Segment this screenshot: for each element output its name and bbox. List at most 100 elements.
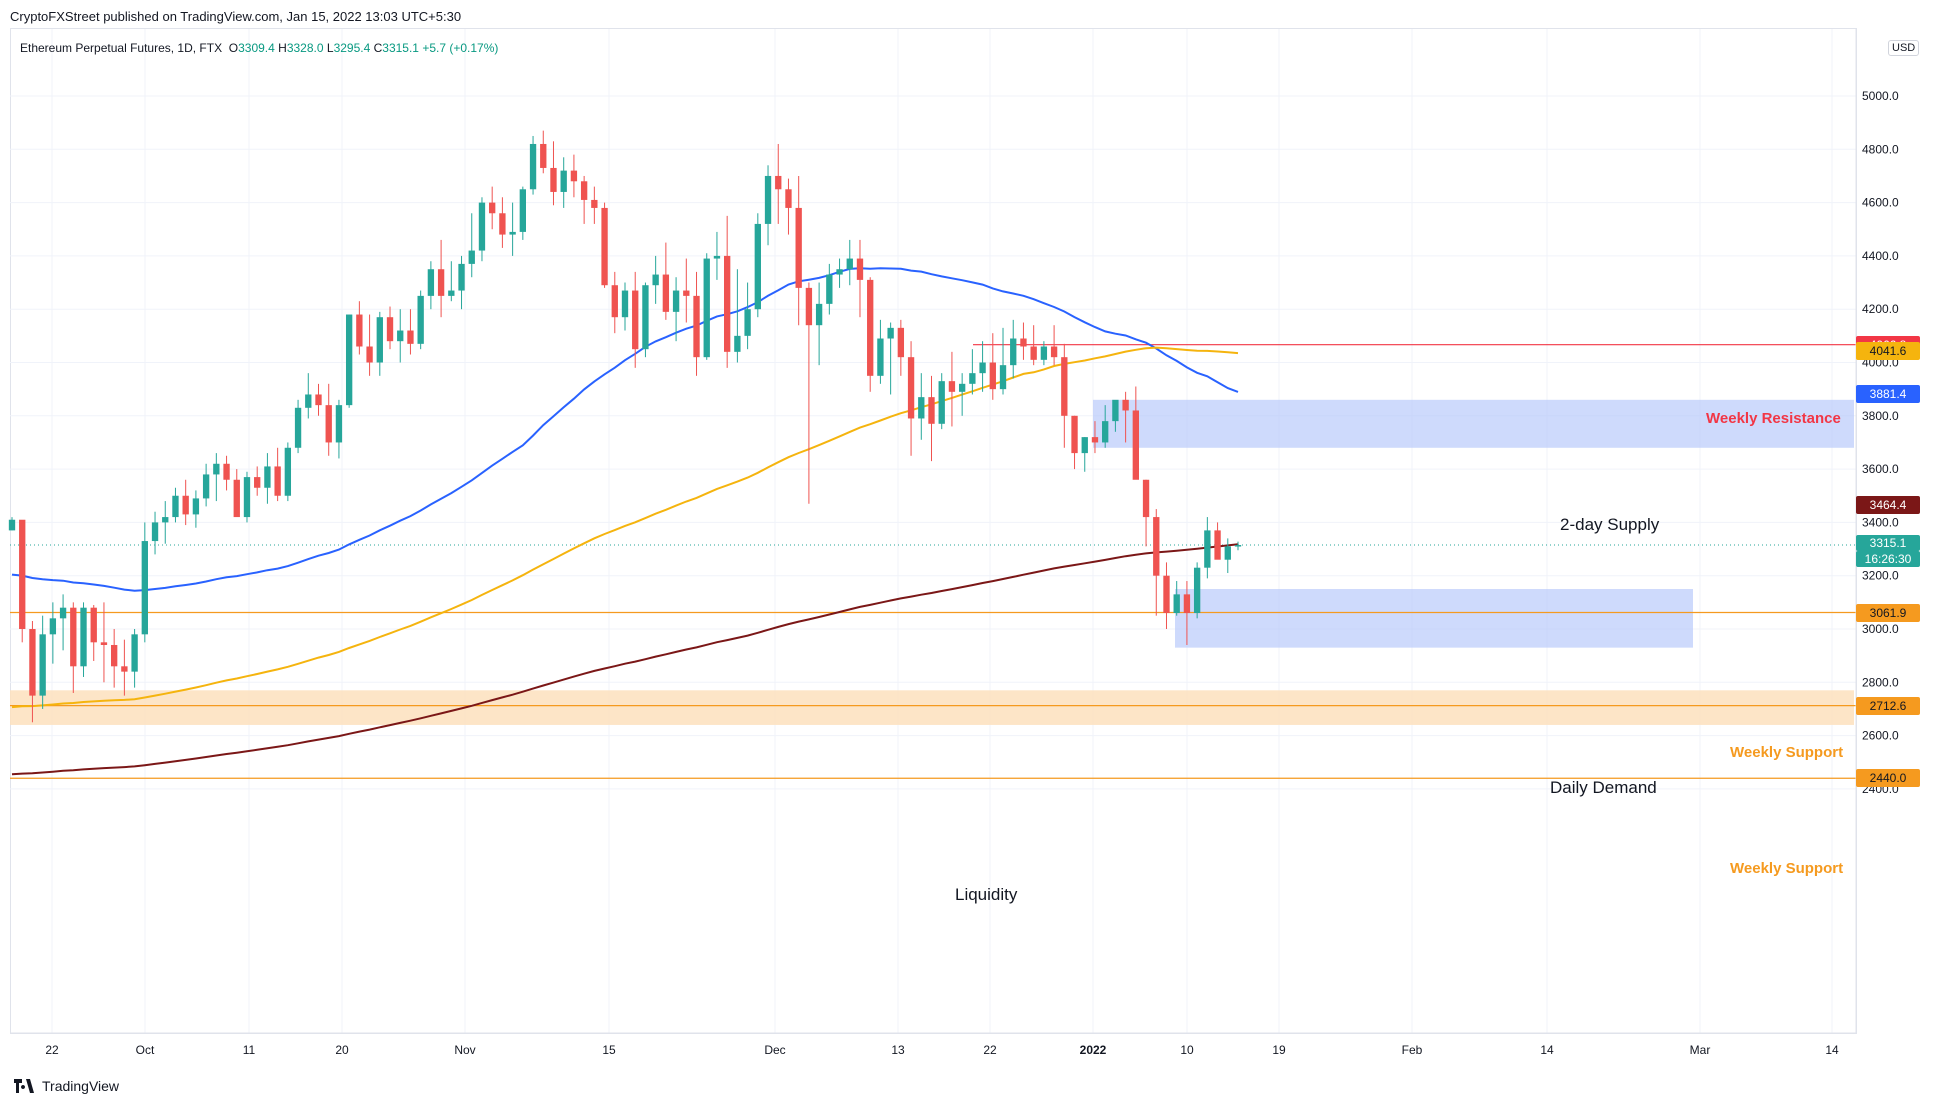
candle-body bbox=[652, 274, 659, 286]
zone-label: 2-day Supply bbox=[1560, 515, 1660, 534]
candle-body bbox=[294, 407, 302, 448]
candle-body bbox=[958, 383, 966, 392]
y-tick-label: 4400.0 bbox=[1862, 249, 1899, 263]
candle-body bbox=[213, 463, 220, 475]
x-tick-label: 22 bbox=[45, 1043, 59, 1057]
candle-body bbox=[989, 362, 996, 390]
price-tag: 3881.4 bbox=[1856, 385, 1920, 404]
y-tick-label: 3400.0 bbox=[1862, 515, 1899, 529]
candle-body bbox=[29, 629, 36, 696]
candle-body bbox=[202, 474, 210, 499]
published-by-line: CryptoFXStreet published on TradingView.… bbox=[10, 9, 462, 24]
candle-body bbox=[1153, 517, 1160, 576]
y-tick-label: 3200.0 bbox=[1862, 569, 1899, 583]
open-value: 3309.4 bbox=[238, 41, 275, 55]
candle-body bbox=[550, 167, 557, 192]
candle-body bbox=[979, 362, 986, 374]
candle-body bbox=[59, 607, 67, 619]
y-tick-label: 4800.0 bbox=[1862, 142, 1899, 156]
candle-body bbox=[8, 519, 16, 531]
change-value: +5.7 (+0.17%) bbox=[422, 41, 499, 55]
candle-body bbox=[131, 634, 138, 672]
candle-body bbox=[570, 170, 578, 182]
candle-body bbox=[632, 290, 639, 350]
ma200-line bbox=[11, 543, 1239, 776]
candle-body bbox=[846, 258, 853, 270]
close-value: 3315.1 bbox=[382, 41, 419, 55]
candle-body bbox=[1050, 346, 1058, 358]
candle-body bbox=[1163, 575, 1170, 614]
candle-body bbox=[928, 397, 935, 424]
price-tag: 3061.9 bbox=[1856, 603, 1920, 622]
y-tick-label: 2600.0 bbox=[1862, 729, 1899, 743]
candle-body bbox=[621, 290, 629, 318]
candle-body bbox=[243, 477, 251, 518]
moving-average-lines bbox=[11, 267, 1239, 776]
ma50-line bbox=[11, 267, 1239, 592]
level-label: Weekly Support bbox=[1730, 744, 1844, 761]
zone-label: Liquidity bbox=[955, 885, 1018, 904]
candle-body bbox=[407, 330, 414, 344]
x-tick-label: 22 bbox=[983, 1043, 997, 1057]
x-tick-label: 20 bbox=[335, 1043, 349, 1057]
x-tick-label: 14 bbox=[1825, 1043, 1839, 1057]
candle-body bbox=[172, 495, 179, 518]
symbol-legend: Ethereum Perpetual Futures, 1D, FTX O330… bbox=[20, 41, 498, 55]
candle-body bbox=[366, 346, 373, 363]
candle-body bbox=[386, 317, 394, 342]
candle-body bbox=[713, 255, 721, 259]
candle-body bbox=[519, 189, 527, 232]
candle-body bbox=[397, 330, 404, 342]
chart-zones bbox=[10, 399, 1854, 725]
x-tick-label: Oct bbox=[136, 1043, 155, 1057]
tradingview-logo[interactable]: TradingView bbox=[14, 1078, 119, 1094]
candle-body bbox=[1010, 338, 1017, 366]
candle-body bbox=[1091, 437, 1099, 443]
currency-button[interactable]: USD bbox=[1888, 40, 1920, 56]
x-tick-label: 19 bbox=[1272, 1043, 1286, 1057]
candle-body bbox=[468, 250, 475, 264]
candle-body bbox=[182, 495, 189, 515]
candle-body bbox=[867, 279, 874, 376]
zone-daily-demand bbox=[1175, 589, 1693, 648]
candle-body bbox=[80, 607, 87, 667]
candle-body bbox=[1193, 567, 1201, 614]
candle-body bbox=[151, 522, 159, 542]
zone-label: Daily Demand bbox=[1550, 778, 1657, 797]
candle-body bbox=[672, 290, 680, 312]
candle-body bbox=[284, 447, 292, 496]
x-tick-label: Dec bbox=[764, 1043, 785, 1057]
candle-body bbox=[683, 290, 690, 296]
candle-body bbox=[478, 202, 486, 251]
x-tick-label: 15 bbox=[602, 1043, 616, 1057]
price-tag: 4041.6 bbox=[1856, 342, 1920, 361]
chart-levels bbox=[10, 344, 1856, 779]
candle-body bbox=[856, 258, 864, 280]
zone-liquidity bbox=[10, 690, 1854, 725]
candle-body bbox=[1183, 594, 1191, 614]
candle-body bbox=[345, 314, 353, 406]
high-value: 3328.0 bbox=[286, 41, 324, 55]
candle-body bbox=[999, 365, 1007, 390]
candle-body bbox=[969, 373, 976, 384]
candle-body bbox=[1224, 546, 1231, 560]
candle-body bbox=[693, 295, 700, 358]
candle-body bbox=[121, 666, 128, 672]
candle-body bbox=[417, 295, 424, 344]
candle-body bbox=[376, 317, 383, 363]
candle-body bbox=[39, 634, 46, 696]
candle-body bbox=[1112, 399, 1119, 422]
candle-body bbox=[264, 466, 271, 488]
candle-body bbox=[274, 466, 281, 496]
candle-body bbox=[703, 258, 710, 358]
y-tick-label: 4200.0 bbox=[1862, 302, 1899, 316]
low-label: L bbox=[326, 41, 334, 55]
candle-body bbox=[305, 394, 312, 408]
candle-body bbox=[775, 175, 782, 190]
candle-body bbox=[1122, 399, 1129, 411]
x-tick-label: Nov bbox=[454, 1043, 475, 1057]
x-tick-label: 11 bbox=[243, 1043, 256, 1057]
candle-body bbox=[1142, 479, 1150, 518]
candle-body bbox=[815, 303, 823, 326]
